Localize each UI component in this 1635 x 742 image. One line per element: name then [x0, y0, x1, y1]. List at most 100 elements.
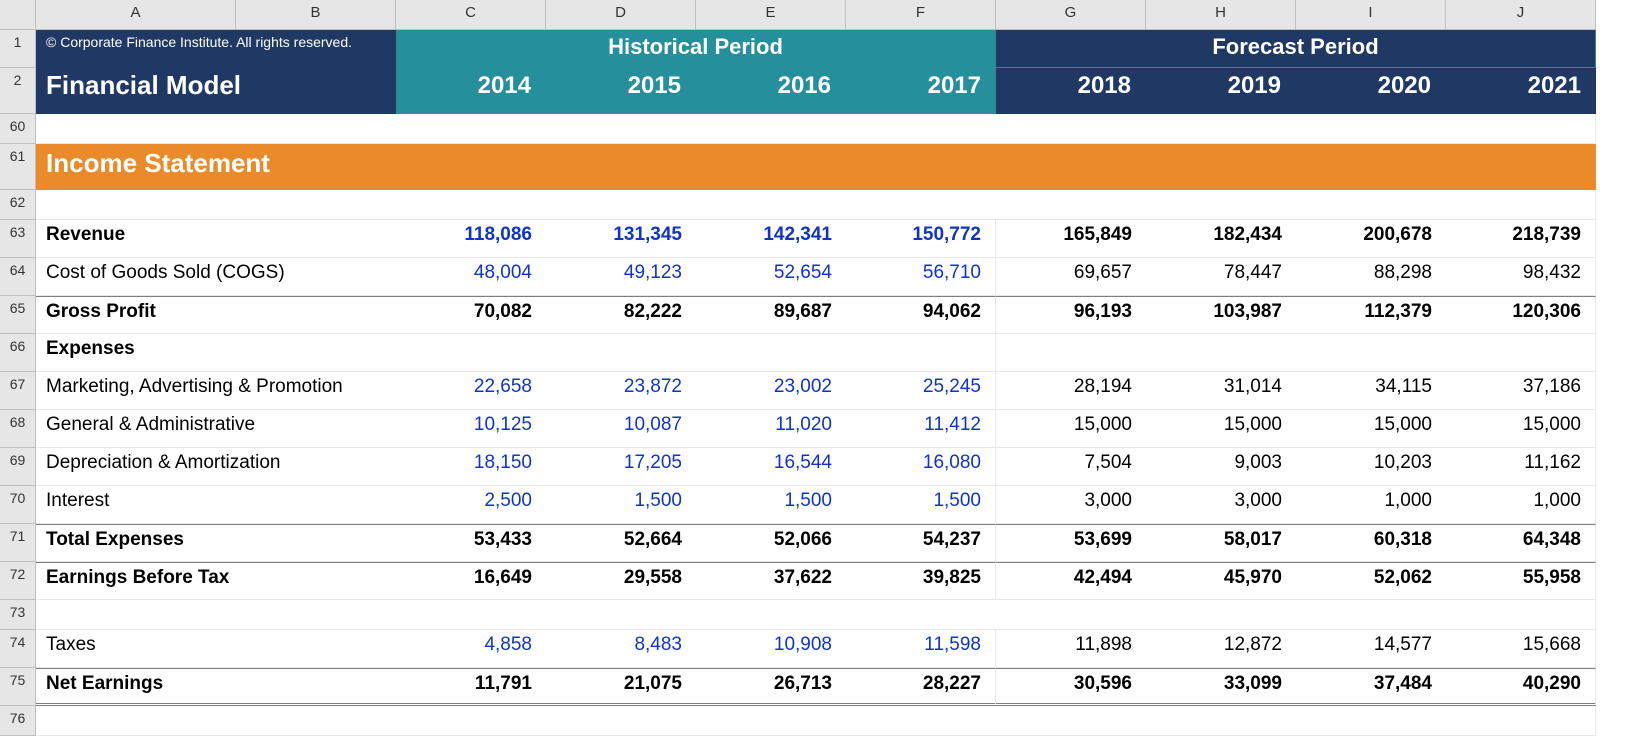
cell-expenses-label[interactable]: Expenses [36, 334, 396, 372]
cell-taxes-2021[interactable]: 15,668 [1446, 630, 1596, 668]
cell-ga-2015[interactable]: 10,087 [546, 410, 696, 448]
cell-blank[interactable] [36, 190, 1596, 220]
row-header-62[interactable]: 62 [0, 190, 36, 220]
cell-grossprofit-2016[interactable]: 89,687 [696, 296, 846, 334]
row-header-1[interactable]: 1 [0, 30, 36, 68]
cell-cogs-2016[interactable]: 52,654 [696, 258, 846, 296]
cell-netearnings-2021[interactable]: 40,290 [1446, 668, 1596, 706]
cell-netearnings-2014[interactable]: 11,791 [396, 668, 546, 706]
row-header-75[interactable]: 75 [0, 668, 36, 706]
col-header-B[interactable]: B [236, 0, 396, 30]
cell-ebt-label[interactable]: Earnings Before Tax [36, 562, 396, 600]
cell-revenue-2014[interactable]: 118,086 [396, 220, 546, 258]
cell-ga-2020[interactable]: 15,000 [1296, 410, 1446, 448]
row-header-66[interactable]: 66 [0, 334, 36, 372]
cell-year-2018[interactable]: 2018 [996, 68, 1146, 114]
col-header-J[interactable]: J [1446, 0, 1596, 30]
cell-blank[interactable] [696, 334, 846, 372]
cell-ga-2018[interactable]: 15,000 [996, 410, 1146, 448]
cell-ga-2021[interactable]: 15,000 [1446, 410, 1596, 448]
cell-netearnings-2017[interactable]: 28,227 [846, 668, 996, 706]
cell-netearnings-label[interactable]: Net Earnings [36, 668, 396, 706]
cell-grossprofit-label[interactable]: Gross Profit [36, 296, 396, 334]
cell-year-2016[interactable]: 2016 [696, 68, 846, 114]
cell-ebt-2020[interactable]: 52,062 [1296, 562, 1446, 600]
col-header-C[interactable]: C [396, 0, 546, 30]
cell-da-2021[interactable]: 11,162 [1446, 448, 1596, 486]
cell-marketing-2021[interactable]: 37,186 [1446, 372, 1596, 410]
cell-ga-2019[interactable]: 15,000 [1146, 410, 1296, 448]
col-header-D[interactable]: D [546, 0, 696, 30]
cell-da-2015[interactable]: 17,205 [546, 448, 696, 486]
row-header-74[interactable]: 74 [0, 630, 36, 668]
cell-taxes-2018[interactable]: 11,898 [996, 630, 1146, 668]
cell-totalexp-2021[interactable]: 64,348 [1446, 524, 1596, 562]
cell-interest-2016[interactable]: 1,500 [696, 486, 846, 524]
cell-taxes-2019[interactable]: 12,872 [1146, 630, 1296, 668]
cell-cogs-2014[interactable]: 48,004 [396, 258, 546, 296]
cell-year-2017[interactable]: 2017 [846, 68, 996, 114]
cell-da-label[interactable]: Depreciation & Amortization [36, 448, 396, 486]
cell-year-2015[interactable]: 2015 [546, 68, 696, 114]
cell-ebt-2016[interactable]: 37,622 [696, 562, 846, 600]
cell-interest-2015[interactable]: 1,500 [546, 486, 696, 524]
cell-totalexp-2017[interactable]: 54,237 [846, 524, 996, 562]
row-header-76[interactable]: 76 [0, 706, 36, 736]
col-header-F[interactable]: F [846, 0, 996, 30]
cell-blank[interactable] [36, 600, 1596, 630]
cell-ga-2014[interactable]: 10,125 [396, 410, 546, 448]
row-header-2[interactable]: 2 [0, 68, 36, 114]
cell-marketing-2017[interactable]: 25,245 [846, 372, 996, 410]
cell-grossprofit-2018[interactable]: 96,193 [996, 296, 1146, 334]
cell-cogs-2015[interactable]: 49,123 [546, 258, 696, 296]
cell-interest-2019[interactable]: 3,000 [1146, 486, 1296, 524]
cell-ebt-2019[interactable]: 45,970 [1146, 562, 1296, 600]
cell-ga-label[interactable]: General & Administrative [36, 410, 396, 448]
cell-taxes-2017[interactable]: 11,598 [846, 630, 996, 668]
cell-interest-2018[interactable]: 3,000 [996, 486, 1146, 524]
cell-marketing-2016[interactable]: 23,002 [696, 372, 846, 410]
cell-totalexp-label[interactable]: Total Expenses [36, 524, 396, 562]
row-header-70[interactable]: 70 [0, 486, 36, 524]
cell-cogs-2019[interactable]: 78,447 [1146, 258, 1296, 296]
cell-cogs-2020[interactable]: 88,298 [1296, 258, 1446, 296]
cell-revenue-2016[interactable]: 142,341 [696, 220, 846, 258]
cell-year-2014[interactable]: 2014 [396, 68, 546, 114]
cell-da-2018[interactable]: 7,504 [996, 448, 1146, 486]
cell-grossprofit-2014[interactable]: 70,082 [396, 296, 546, 334]
cell-blank[interactable] [36, 706, 1596, 736]
cell-marketing-2014[interactable]: 22,658 [396, 372, 546, 410]
cell-netearnings-2015[interactable]: 21,075 [546, 668, 696, 706]
cell-taxes-2020[interactable]: 14,577 [1296, 630, 1446, 668]
cell-ebt-2014[interactable]: 16,649 [396, 562, 546, 600]
cell-totalexp-2014[interactable]: 53,433 [396, 524, 546, 562]
cell-blank[interactable] [1146, 334, 1296, 372]
cell-marketing-2015[interactable]: 23,872 [546, 372, 696, 410]
cell-revenue-2017[interactable]: 150,772 [846, 220, 996, 258]
col-header-G[interactable]: G [996, 0, 1146, 30]
col-header-A[interactable]: A [36, 0, 236, 30]
cell-marketing-label[interactable]: Marketing, Advertising & Promotion [36, 372, 396, 410]
row-header-71[interactable]: 71 [0, 524, 36, 562]
cell-ebt-2017[interactable]: 39,825 [846, 562, 996, 600]
cell-netearnings-2018[interactable]: 30,596 [996, 668, 1146, 706]
cell-revenue-2018[interactable]: 165,849 [996, 220, 1146, 258]
cell-ga-2016[interactable]: 11,020 [696, 410, 846, 448]
cell-taxes-2014[interactable]: 4,858 [396, 630, 546, 668]
cell-year-2020[interactable]: 2020 [1296, 68, 1446, 114]
cell-netearnings-2019[interactable]: 33,099 [1146, 668, 1296, 706]
cell-ebt-2021[interactable]: 55,958 [1446, 562, 1596, 600]
cell-marketing-2018[interactable]: 28,194 [996, 372, 1146, 410]
cell-section-title[interactable]: Income Statement [36, 144, 1596, 190]
row-header-65[interactable]: 65 [0, 296, 36, 334]
cell-grossprofit-2021[interactable]: 120,306 [1446, 296, 1596, 334]
cell-blank[interactable] [996, 334, 1146, 372]
cell-blank[interactable] [396, 334, 546, 372]
cell-year-2019[interactable]: 2019 [1146, 68, 1296, 114]
cell-interest-label[interactable]: Interest [36, 486, 396, 524]
cell-taxes-2015[interactable]: 8,483 [546, 630, 696, 668]
col-header-E[interactable]: E [696, 0, 846, 30]
row-header-64[interactable]: 64 [0, 258, 36, 296]
cell-taxes-label[interactable]: Taxes [36, 630, 396, 668]
cell-totalexp-2018[interactable]: 53,699 [996, 524, 1146, 562]
